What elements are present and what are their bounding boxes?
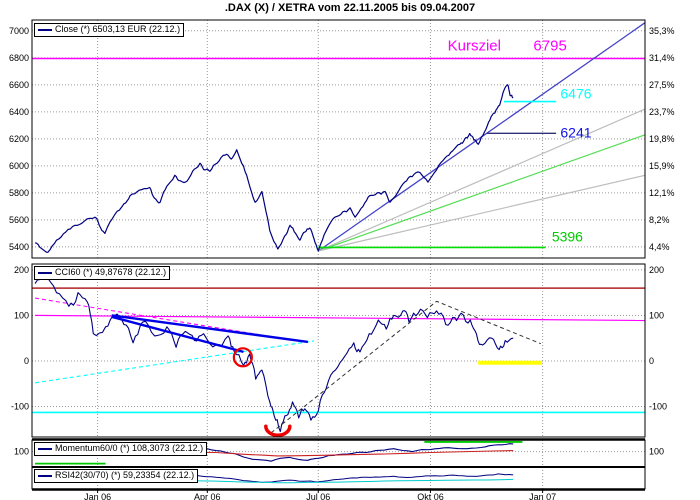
cci-cci-wedge-lower	[111, 315, 244, 354]
price-y-axis-label-right: 23,7%	[649, 107, 675, 117]
cci-cci-magenta-dashed	[35, 297, 259, 336]
cci-y-axis-label-right: 100	[649, 310, 664, 320]
price-y-axis-label-right: 12,1%	[649, 188, 675, 198]
price-y-axis-label-left: 6600	[9, 80, 29, 90]
legend-rsi: RSI42(30/70) (*) 59,23354 (22.12.)	[34, 469, 199, 483]
legend-price-line-sample	[38, 28, 52, 31]
price-y-axis-label-left: 5400	[9, 242, 29, 252]
price-y-axis-label-right: 4,4%	[649, 242, 670, 252]
cci-y-axis-label-left: 200	[14, 265, 29, 275]
cci-y-axis-label-left: -100	[11, 401, 29, 411]
cci-y-axis-label-right: -100	[649, 401, 667, 411]
price-y-axis-label-left: 5800	[9, 188, 29, 198]
price-overlay-text: 6241	[560, 124, 591, 140]
x-axis-label: Apr 06	[194, 492, 221, 500]
legend-momentum-line-sample	[38, 447, 52, 450]
price-overlay-text: 5396	[552, 228, 583, 244]
price-y-axis-label-left: 6200	[9, 134, 29, 144]
price-trend-gray-lower	[318, 174, 646, 252]
price-y-axis-label-right: 35,3%	[649, 26, 675, 36]
legend-rsi-label: RSI42(30/70) (*) 59,23354 (22.12.)	[55, 470, 195, 480]
cci-cci-wedge-upper	[111, 314, 309, 344]
cci-cci-red-arc	[264, 424, 292, 438]
cci-y-axis-label-left: 0	[24, 356, 29, 366]
cci-cci-magenta-line	[35, 314, 646, 322]
legend-price: Close (*) 6503,13 EUR (22.12.)	[34, 23, 185, 37]
price-y-axis-label-right: 8,2%	[649, 215, 670, 225]
price-y-axis-label-left: 7000	[9, 26, 29, 36]
price-y-axis-label-right: 15,9%	[649, 161, 675, 171]
momentum-y-axis-label-left: 100	[14, 447, 29, 457]
price-y-axis-label-left: 6800	[9, 53, 29, 63]
price-trend-gray-upper	[318, 108, 646, 252]
price-y-axis-label-left: 5600	[9, 215, 29, 225]
cci-panel-border	[31, 263, 646, 438]
chart-title: .DAX (X) / XETRA vom 22.11.2005 bis 09.0…	[224, 2, 476, 14]
price-overlay-text: 6476	[560, 86, 591, 102]
cci-cci-red-circle	[232, 347, 253, 368]
x-axis-label: Jan 07	[529, 492, 556, 500]
price-trend-green	[318, 134, 646, 252]
price-y-axis-label-right: 19,8%	[649, 134, 675, 144]
price-overlay-text: Kursziel	[448, 37, 501, 54]
legend-momentum: Momentum60/0 (*) 108,3073 (22.12.)	[34, 442, 208, 456]
legend-price-label: Close (*) 6503,13 EUR (22.12.)	[55, 24, 181, 34]
legend-cci-line-sample	[38, 271, 52, 274]
price-series-Close	[34, 84, 514, 253]
x-axis-label: Okt 06	[417, 492, 444, 500]
price-panel-border	[31, 19, 646, 259]
cci-cci-black-dashed	[270, 300, 541, 434]
x-axis-label: Jan 06	[84, 492, 111, 500]
cci-y-axis-label-right: 200	[649, 265, 664, 275]
legend-cci: CCI60 (*) 49,87678 (22.12.)	[34, 266, 171, 280]
momentum-y-axis-label-right: 100	[649, 447, 664, 457]
cci-cci-cyan-dashed	[35, 340, 315, 384]
price-y-axis-label-right: 31,4%	[649, 53, 675, 63]
legend-cci-label: CCI60 (*) 49,87678 (22.12.)	[55, 267, 167, 277]
legend-rsi-line-sample	[38, 474, 52, 477]
price-y-axis-label-left: 6000	[9, 161, 29, 171]
price-y-axis-label-left: 6400	[9, 107, 29, 117]
x-axis-label: Jul 06	[306, 492, 330, 500]
legend-momentum-label: Momentum60/0 (*) 108,3073 (22.12.)	[55, 443, 204, 453]
cci-series-CCI60	[34, 276, 514, 433]
cci-y-axis-label-left: 100	[14, 310, 29, 320]
price-overlay-text: 6795	[533, 37, 566, 54]
cci-y-axis-label-right: 0	[649, 356, 654, 366]
price-y-axis-label-right: 27,5%	[649, 80, 675, 90]
